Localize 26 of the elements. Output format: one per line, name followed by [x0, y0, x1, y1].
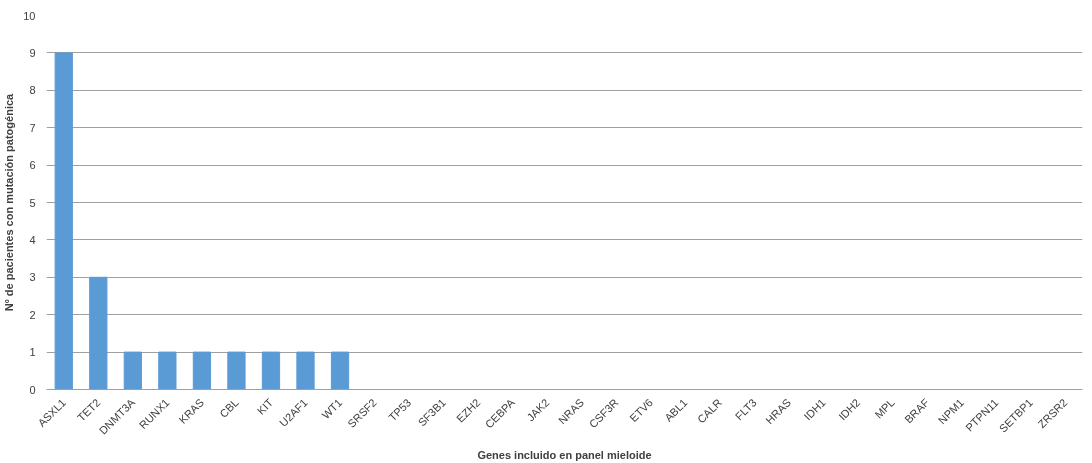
y-tick-label: 7: [29, 121, 36, 134]
y-tick-label: 2: [29, 308, 36, 321]
bar: [227, 351, 246, 390]
bar: [54, 52, 73, 390]
bar: [89, 276, 108, 390]
x-axis-title: Genes incluido en panel mieloide: [477, 448, 652, 461]
y-tick-label: 3: [29, 271, 36, 284]
y-tick-label: 4: [29, 233, 36, 246]
y-tick-label: 6: [29, 159, 36, 172]
bar: [192, 351, 212, 390]
y-tick-label: 1: [29, 346, 36, 359]
x-tick-label: CBL: [217, 396, 241, 420]
bar: [296, 351, 315, 390]
bar: [158, 351, 177, 390]
bar: [123, 351, 142, 390]
y-tick-label: 8: [29, 84, 36, 97]
x-tick-label: MPL: [872, 396, 897, 421]
y-axis-title: Nº de pacientes con mutación patogénica: [3, 92, 16, 312]
x-tick-label: KIT: [254, 396, 276, 417]
y-tick-label: 5: [29, 196, 36, 209]
y-tick-label: 0: [29, 383, 36, 396]
y-tick-label: 10: [23, 9, 36, 22]
bar: [330, 351, 350, 390]
y-tick-label: 9: [29, 46, 36, 59]
bar: [261, 351, 281, 390]
x-tick-label: WT1: [319, 396, 345, 422]
